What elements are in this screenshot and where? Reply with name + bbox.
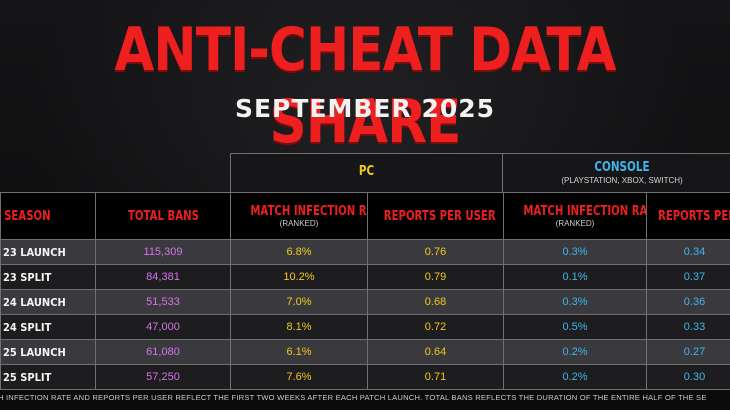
total-bans-cell: 84,381 <box>95 264 231 290</box>
data-grid: SEASON TOTAL BANS MATCH INFECTION RATE (… <box>0 192 730 390</box>
pc-match-infection-rate-cell: 8.1% <box>230 314 368 340</box>
page-subtitle: SEPTEMBER 2025 <box>234 94 496 123</box>
console-reports-per-user-cell: 0.37 <box>646 264 730 290</box>
pc-reports-per-user-cell: 0.68 <box>367 289 504 315</box>
season-cell: 24 SPLIT <box>0 314 96 340</box>
console-reports-per-user-cell: 0.34 <box>646 239 730 265</box>
total-bans-cell: 51,533 <box>95 289 231 315</box>
console-group-header: CONSOLE (PLAYSTATION, XBOX, SWITCH) <box>502 153 730 192</box>
console-reports-per-user-cell: 0.27 <box>646 339 730 365</box>
pc-match-infection-rate-cell: 7.6% <box>230 364 368 390</box>
season-cell: 23 SPLIT <box>0 264 96 290</box>
footnote: H INFECTION RATE AND REPORTS PER USER RE… <box>0 393 707 402</box>
console-match-infection-rate-cell: 0.2% <box>503 339 647 365</box>
console-reports-per-user-cell: 0.36 <box>646 289 730 315</box>
anti-cheat-table: PC CONSOLE (PLAYSTATION, XBOX, SWITCH) S… <box>0 153 730 390</box>
table-row: 23 LAUNCH 115,309 6.8% 0.76 0.3% 0.34 <box>0 239 730 265</box>
console-reports-per-user-cell: 0.30 <box>646 364 730 390</box>
column-header-row: SEASON TOTAL BANS MATCH INFECTION RATE (… <box>0 192 730 240</box>
pc-match-infection-rate-cell: 6.8% <box>230 239 368 265</box>
table-row: 23 SPLIT 84,381 10.2% 0.79 0.1% 0.37 <box>0 264 730 290</box>
ranked-note: (RANKED) <box>555 219 595 228</box>
console-match-infection-rate-cell: 0.3% <box>503 289 647 315</box>
pc-group-header: PC <box>230 153 503 192</box>
total-bans-cell: 57,250 <box>95 364 231 390</box>
platform-group-header: PC CONSOLE (PLAYSTATION, XBOX, SWITCH) <box>0 153 730 192</box>
console-match-infection-rate-cell: 0.5% <box>503 314 647 340</box>
console-match-infection-rate-cell: 0.3% <box>503 239 647 265</box>
page-title: ANTI-CHEAT DATA SHARE <box>114 15 616 157</box>
console-match-infection-rate-cell: 0.1% <box>503 264 647 290</box>
pc-reports-per-user-cell: 0.64 <box>367 339 504 365</box>
table-row: 24 SPLIT 47,000 8.1% 0.72 0.5% 0.33 <box>0 314 730 340</box>
column-header-pc-reports-per-user: REPORTS PER USER <box>367 192 504 240</box>
pc-reports-per-user-cell: 0.76 <box>367 239 504 265</box>
total-bans-cell: 61,080 <box>95 339 231 365</box>
table-row: 25 LAUNCH 61,080 6.1% 0.64 0.2% 0.27 <box>0 339 730 365</box>
table-row: 25 SPLIT 57,250 7.6% 0.71 0.2% 0.30 <box>0 364 730 390</box>
ranked-note: (RANKED) <box>279 219 319 228</box>
season-cell: 25 SPLIT <box>0 364 96 390</box>
season-cell: 23 LAUNCH <box>0 239 96 265</box>
total-bans-cell: 115,309 <box>95 239 231 265</box>
pc-group-label: PC <box>358 164 375 179</box>
console-match-infection-rate-cell: 0.2% <box>503 364 647 390</box>
season-cell: 24 LAUNCH <box>0 289 96 315</box>
pc-reports-per-user-cell: 0.72 <box>367 314 504 340</box>
console-reports-per-user-cell: 0.33 <box>646 314 730 340</box>
console-group-sublabel: (PLAYSTATION, XBOX, SWITCH) <box>561 176 683 185</box>
column-header-pc-match-infection-rate: MATCH INFECTION RATE (RANKED) <box>230 192 368 240</box>
pc-match-infection-rate-cell: 10.2% <box>230 264 368 290</box>
pc-reports-per-user-cell: 0.71 <box>367 364 504 390</box>
column-header-console-reports-per-user: REPORTS PER <box>646 192 730 240</box>
column-header-console-match-infection-rate: MATCH INFECTION RATE (RANKED) <box>503 192 647 240</box>
season-cell: 25 LAUNCH <box>0 339 96 365</box>
table-row: 24 LAUNCH 51,533 7.0% 0.68 0.3% 0.36 <box>0 289 730 315</box>
column-header-season: SEASON <box>0 192 96 240</box>
pc-reports-per-user-cell: 0.79 <box>367 264 504 290</box>
column-header-total-bans: TOTAL BANS <box>95 192 231 240</box>
console-group-label: CONSOLE <box>594 160 650 175</box>
pc-match-infection-rate-cell: 7.0% <box>230 289 368 315</box>
pc-match-infection-rate-cell: 6.1% <box>230 339 368 365</box>
total-bans-cell: 47,000 <box>95 314 231 340</box>
